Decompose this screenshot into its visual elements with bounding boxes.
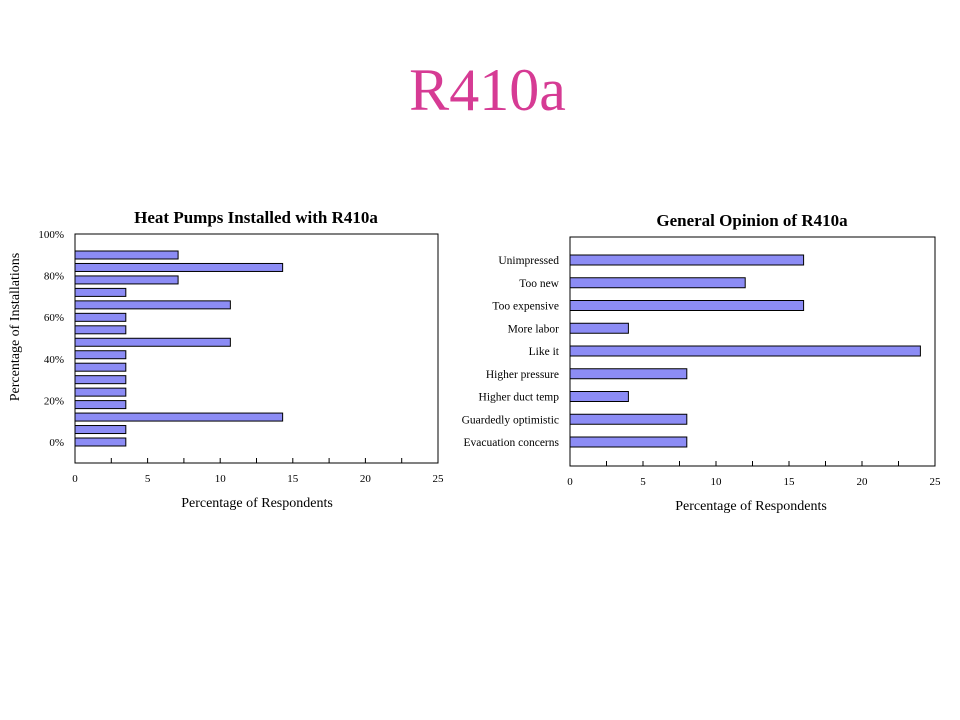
- category-label: Higher pressure: [486, 369, 559, 381]
- bar: [569, 277, 746, 289]
- bar: [74, 375, 127, 385]
- x-axis-label: Percentage of Respondents: [181, 496, 333, 511]
- y-tick-label: 100%: [38, 229, 64, 241]
- slide-title: R410a: [409, 57, 566, 123]
- x-tick-label: 15: [784, 476, 796, 488]
- bar: [74, 400, 127, 410]
- bar: [569, 391, 629, 402]
- category-label: More labor: [508, 323, 560, 335]
- y-axis-label: Percentage of Installations: [8, 253, 23, 402]
- x-tick-label: 0: [72, 473, 78, 485]
- bar: [74, 287, 127, 297]
- y-tick-label: 0%: [49, 437, 64, 449]
- bar: [74, 275, 179, 285]
- bar: [569, 368, 688, 380]
- x-tick-label: 5: [145, 473, 151, 485]
- category-label: Too new: [519, 278, 559, 290]
- chart-title: General Opinion of R410a: [656, 211, 848, 230]
- bar: [74, 387, 127, 397]
- category-label: Higher duct temp: [479, 392, 560, 404]
- x-tick-label: 15: [287, 473, 299, 485]
- y-tick-label: 20%: [44, 395, 64, 407]
- x-tick-label: 20: [857, 476, 869, 488]
- bar: [74, 250, 179, 260]
- y-tick-label: 40%: [44, 354, 64, 366]
- bar: [74, 412, 284, 422]
- bar: [74, 350, 127, 360]
- x-tick-label: 20: [360, 473, 372, 485]
- bar: [74, 362, 127, 372]
- x-tick-label: 0: [567, 476, 573, 488]
- chart-title: Heat Pumps Installed with R410a: [134, 208, 378, 227]
- bar: [569, 300, 805, 311]
- bar: [569, 254, 805, 266]
- bar: [74, 337, 231, 347]
- bar: [74, 262, 284, 272]
- y-tick-label: 80%: [44, 271, 64, 283]
- category-label: Too expensive: [492, 301, 559, 313]
- bar: [569, 413, 688, 425]
- category-label: Evacuation concerns: [464, 437, 560, 449]
- bar: [569, 345, 921, 357]
- bar: [74, 437, 127, 447]
- category-label: Unimpressed: [498, 255, 559, 267]
- bar: [569, 436, 688, 448]
- x-tick-label: 25: [433, 473, 445, 485]
- bar: [74, 312, 127, 322]
- x-tick-label: 10: [215, 473, 227, 485]
- bar: [569, 322, 629, 334]
- bar: [74, 425, 127, 435]
- x-tick-label: 25: [930, 476, 942, 488]
- x-tick-label: 10: [711, 476, 723, 488]
- y-tick-label: 60%: [44, 312, 64, 324]
- category-label: Guardedly optimistic: [462, 414, 559, 426]
- bar: [74, 325, 127, 335]
- x-axis-label: Percentage of Respondents: [675, 499, 827, 514]
- x-tick-label: 5: [640, 476, 646, 488]
- bar: [74, 300, 231, 310]
- category-label: Like it: [529, 346, 560, 358]
